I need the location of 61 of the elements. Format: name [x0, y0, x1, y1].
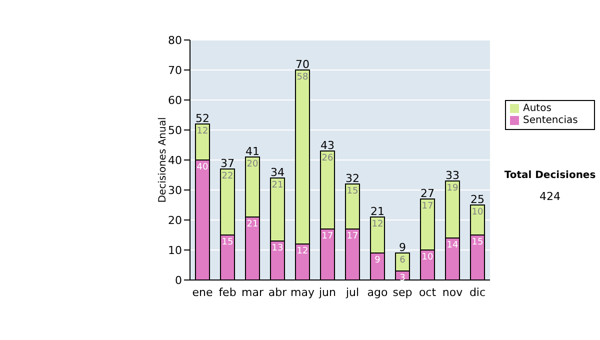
total-label: 27: [420, 187, 434, 200]
data-label: 40: [196, 162, 208, 172]
data-label: 12: [372, 219, 384, 230]
total-label: 70: [296, 58, 310, 71]
data-label: 14: [446, 240, 458, 250]
total-label: 9: [399, 241, 406, 254]
x-tick-label: jun: [318, 286, 336, 299]
data-label: 17: [346, 231, 358, 242]
data-label: 13: [272, 243, 284, 254]
x-tick-label: jul: [344, 286, 360, 299]
data-label: 15: [346, 186, 358, 196]
y-tick-label: 60: [168, 94, 182, 107]
x-tick-label: oct: [418, 286, 437, 299]
y-tick-label: 70: [168, 64, 182, 77]
data-label: 58: [296, 72, 308, 82]
x-tick-label: nov: [442, 286, 464, 299]
y-tick-label: 40: [168, 154, 182, 167]
data-label: 26: [322, 153, 334, 164]
data-label: 17: [322, 231, 334, 242]
total-label: 32: [346, 172, 360, 185]
total-label: 33: [446, 169, 460, 182]
data-label: 10: [422, 252, 434, 262]
y-tick-label: 10: [168, 244, 182, 257]
y-tick-label: 80: [168, 34, 182, 47]
data-label: 19: [446, 183, 458, 194]
x-tick-label: sep: [392, 286, 412, 299]
data-label: 21: [246, 219, 258, 230]
data-label: 22: [222, 171, 234, 182]
legend-label: Sentencias: [523, 115, 578, 126]
data-label: 12: [196, 126, 208, 136]
x-tick-label: dic: [469, 286, 486, 299]
data-label: 15: [222, 237, 234, 248]
y-tick-label: 50: [168, 124, 182, 137]
x-tick-label: mar: [242, 286, 264, 299]
y-axis-title: Decisiones Anual: [158, 117, 169, 203]
total-label: 25: [470, 193, 484, 206]
x-tick-label: feb: [218, 286, 236, 299]
total-label: 43: [320, 139, 334, 152]
legend-label: Autos: [523, 103, 552, 114]
text: 424: [538, 190, 562, 203]
y-tick-label: 30: [168, 184, 182, 197]
data-label: 15: [472, 237, 484, 248]
y-tick-label: 20: [168, 214, 182, 227]
data-label: 10: [472, 207, 484, 218]
data-label: 6: [400, 255, 406, 266]
y-tick-label: 0: [175, 274, 182, 287]
x-tick-label: ene: [192, 286, 213, 299]
total-label: 37: [220, 157, 234, 170]
total-label: 41: [246, 145, 260, 158]
total-label: 34: [270, 166, 284, 179]
data-label: 21: [272, 180, 284, 190]
data-label: 12: [296, 246, 308, 256]
text: Total Decisiones: [503, 170, 597, 181]
data-label: 17: [422, 201, 434, 212]
data-label: 9: [374, 255, 381, 266]
data-label: 20: [246, 159, 258, 170]
total-label: 21: [370, 205, 384, 218]
total-label: 52: [196, 112, 210, 125]
x-tick-label: abr: [268, 286, 288, 299]
x-tick-label: ago: [367, 286, 388, 299]
x-tick-label: may: [290, 286, 315, 299]
